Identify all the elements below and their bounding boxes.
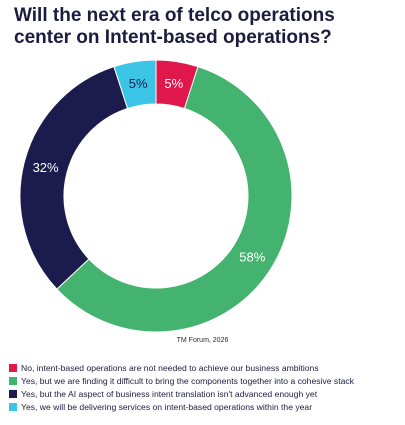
legend-label: Yes, but we are finding it difficult to … (21, 375, 354, 386)
slice-value-label: 5% (164, 76, 183, 91)
legend-item: Yes, but we are finding it difficult to … (9, 374, 354, 387)
chart-title-line-1: Will the next era of telco operations (14, 5, 335, 26)
legend-label: Yes, but the AI aspect of business inten… (21, 388, 318, 399)
donut-slice (56, 66, 293, 333)
legend-item: No, intent-based operations are not need… (9, 361, 354, 374)
legend-item: Yes, we will be delivering services on i… (9, 400, 354, 413)
legend-label: Yes, we will be delivering services on i… (21, 401, 313, 412)
source-note: TM Forum, 2026 (176, 337, 229, 344)
slice-value-label: 32% (33, 160, 59, 175)
legend-swatch (9, 402, 17, 411)
legend-swatch (9, 363, 17, 372)
chart-title-line-2: center on Intent-based operations? (14, 27, 332, 48)
slice-value-label: 58% (239, 250, 265, 265)
donut-chart: 5% 58% 32% 5% (19, 59, 293, 333)
legend-swatch (9, 376, 17, 385)
legend: No, intent-based operations are not need… (9, 361, 354, 413)
slice-value-label: 5% (129, 76, 148, 91)
legend-label: No, intent-based operations are not need… (21, 362, 319, 373)
donut-slice (113, 59, 157, 110)
legend-swatch (9, 389, 17, 398)
chart-title: Will the next era of telco operations ce… (14, 5, 394, 49)
legend-item: Yes, but the AI aspect of business inten… (9, 387, 354, 400)
donut-slice (19, 66, 129, 290)
